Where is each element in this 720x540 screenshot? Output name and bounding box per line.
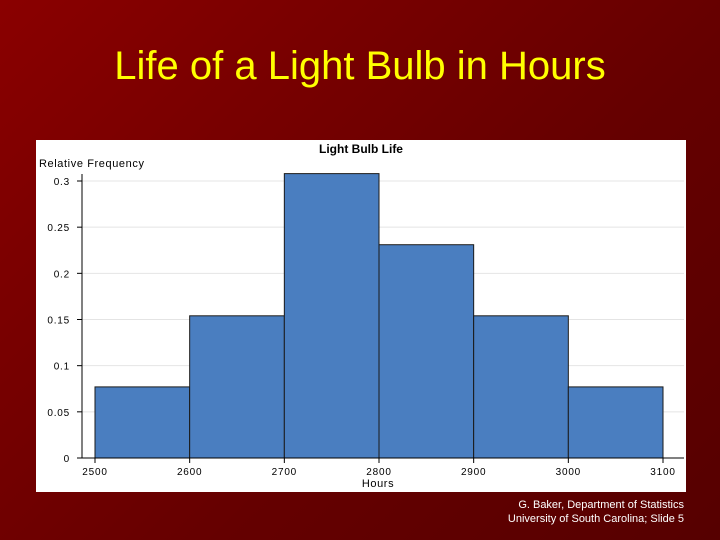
x-tick-label-0: 2500	[82, 467, 107, 478]
y-tick-label-2: 0.1	[54, 362, 70, 373]
histogram-chart: Light Bulb Life Relative Frequency Hours…	[39, 142, 684, 490]
x-tick-label-1: 2600	[177, 467, 202, 478]
histogram-bar-5	[567, 386, 664, 459]
histogram-bar-2	[283, 173, 380, 459]
y-tick-label-6: 0.3	[54, 177, 70, 188]
axes	[81, 174, 684, 459]
x-axis-label: Hours	[362, 478, 394, 490]
histogram-bar-4	[473, 315, 569, 459]
x-tick-label-5: 3000	[556, 467, 581, 478]
slide-title: Life of a Light Bulb in Hours	[114, 44, 606, 88]
x-tick-label-6: 3100	[650, 467, 675, 478]
x-tick-label-3: 2800	[366, 467, 391, 478]
y-tick-label-0: 0	[64, 454, 70, 465]
bars	[94, 173, 664, 459]
chart-title: Light Bulb Life	[319, 142, 403, 156]
y-ticks: 0 0.05 0.1 0.15 0.2 0.25 0.3	[47, 177, 82, 465]
chart-panel: Light Bulb Life Relative Frequency Hours…	[36, 140, 686, 492]
histogram-bar-0	[94, 386, 191, 459]
x-tick-label-2: 2700	[272, 467, 297, 478]
footer-line-1: G. Baker, Department of Statistics	[518, 499, 684, 511]
x-tick-label-4: 2900	[461, 467, 486, 478]
y-tick-label-5: 0.25	[47, 223, 70, 234]
y-axis-label: Relative Frequency	[39, 158, 145, 170]
y-tick-label-3: 0.15	[47, 316, 70, 327]
footer-credit: G. Baker, Department of Statistics Unive…	[508, 498, 684, 526]
histogram-bar-1	[189, 315, 285, 459]
x-ticks: 2500 2600 2700 2800 2900 3000 3100	[82, 458, 675, 478]
y-tick-label-4: 0.2	[54, 269, 70, 280]
histogram-bar-3	[378, 244, 475, 459]
y-tick-label-1: 0.05	[47, 408, 70, 419]
footer-line-2: University of South Carolina; Slide 5	[507, 513, 684, 525]
